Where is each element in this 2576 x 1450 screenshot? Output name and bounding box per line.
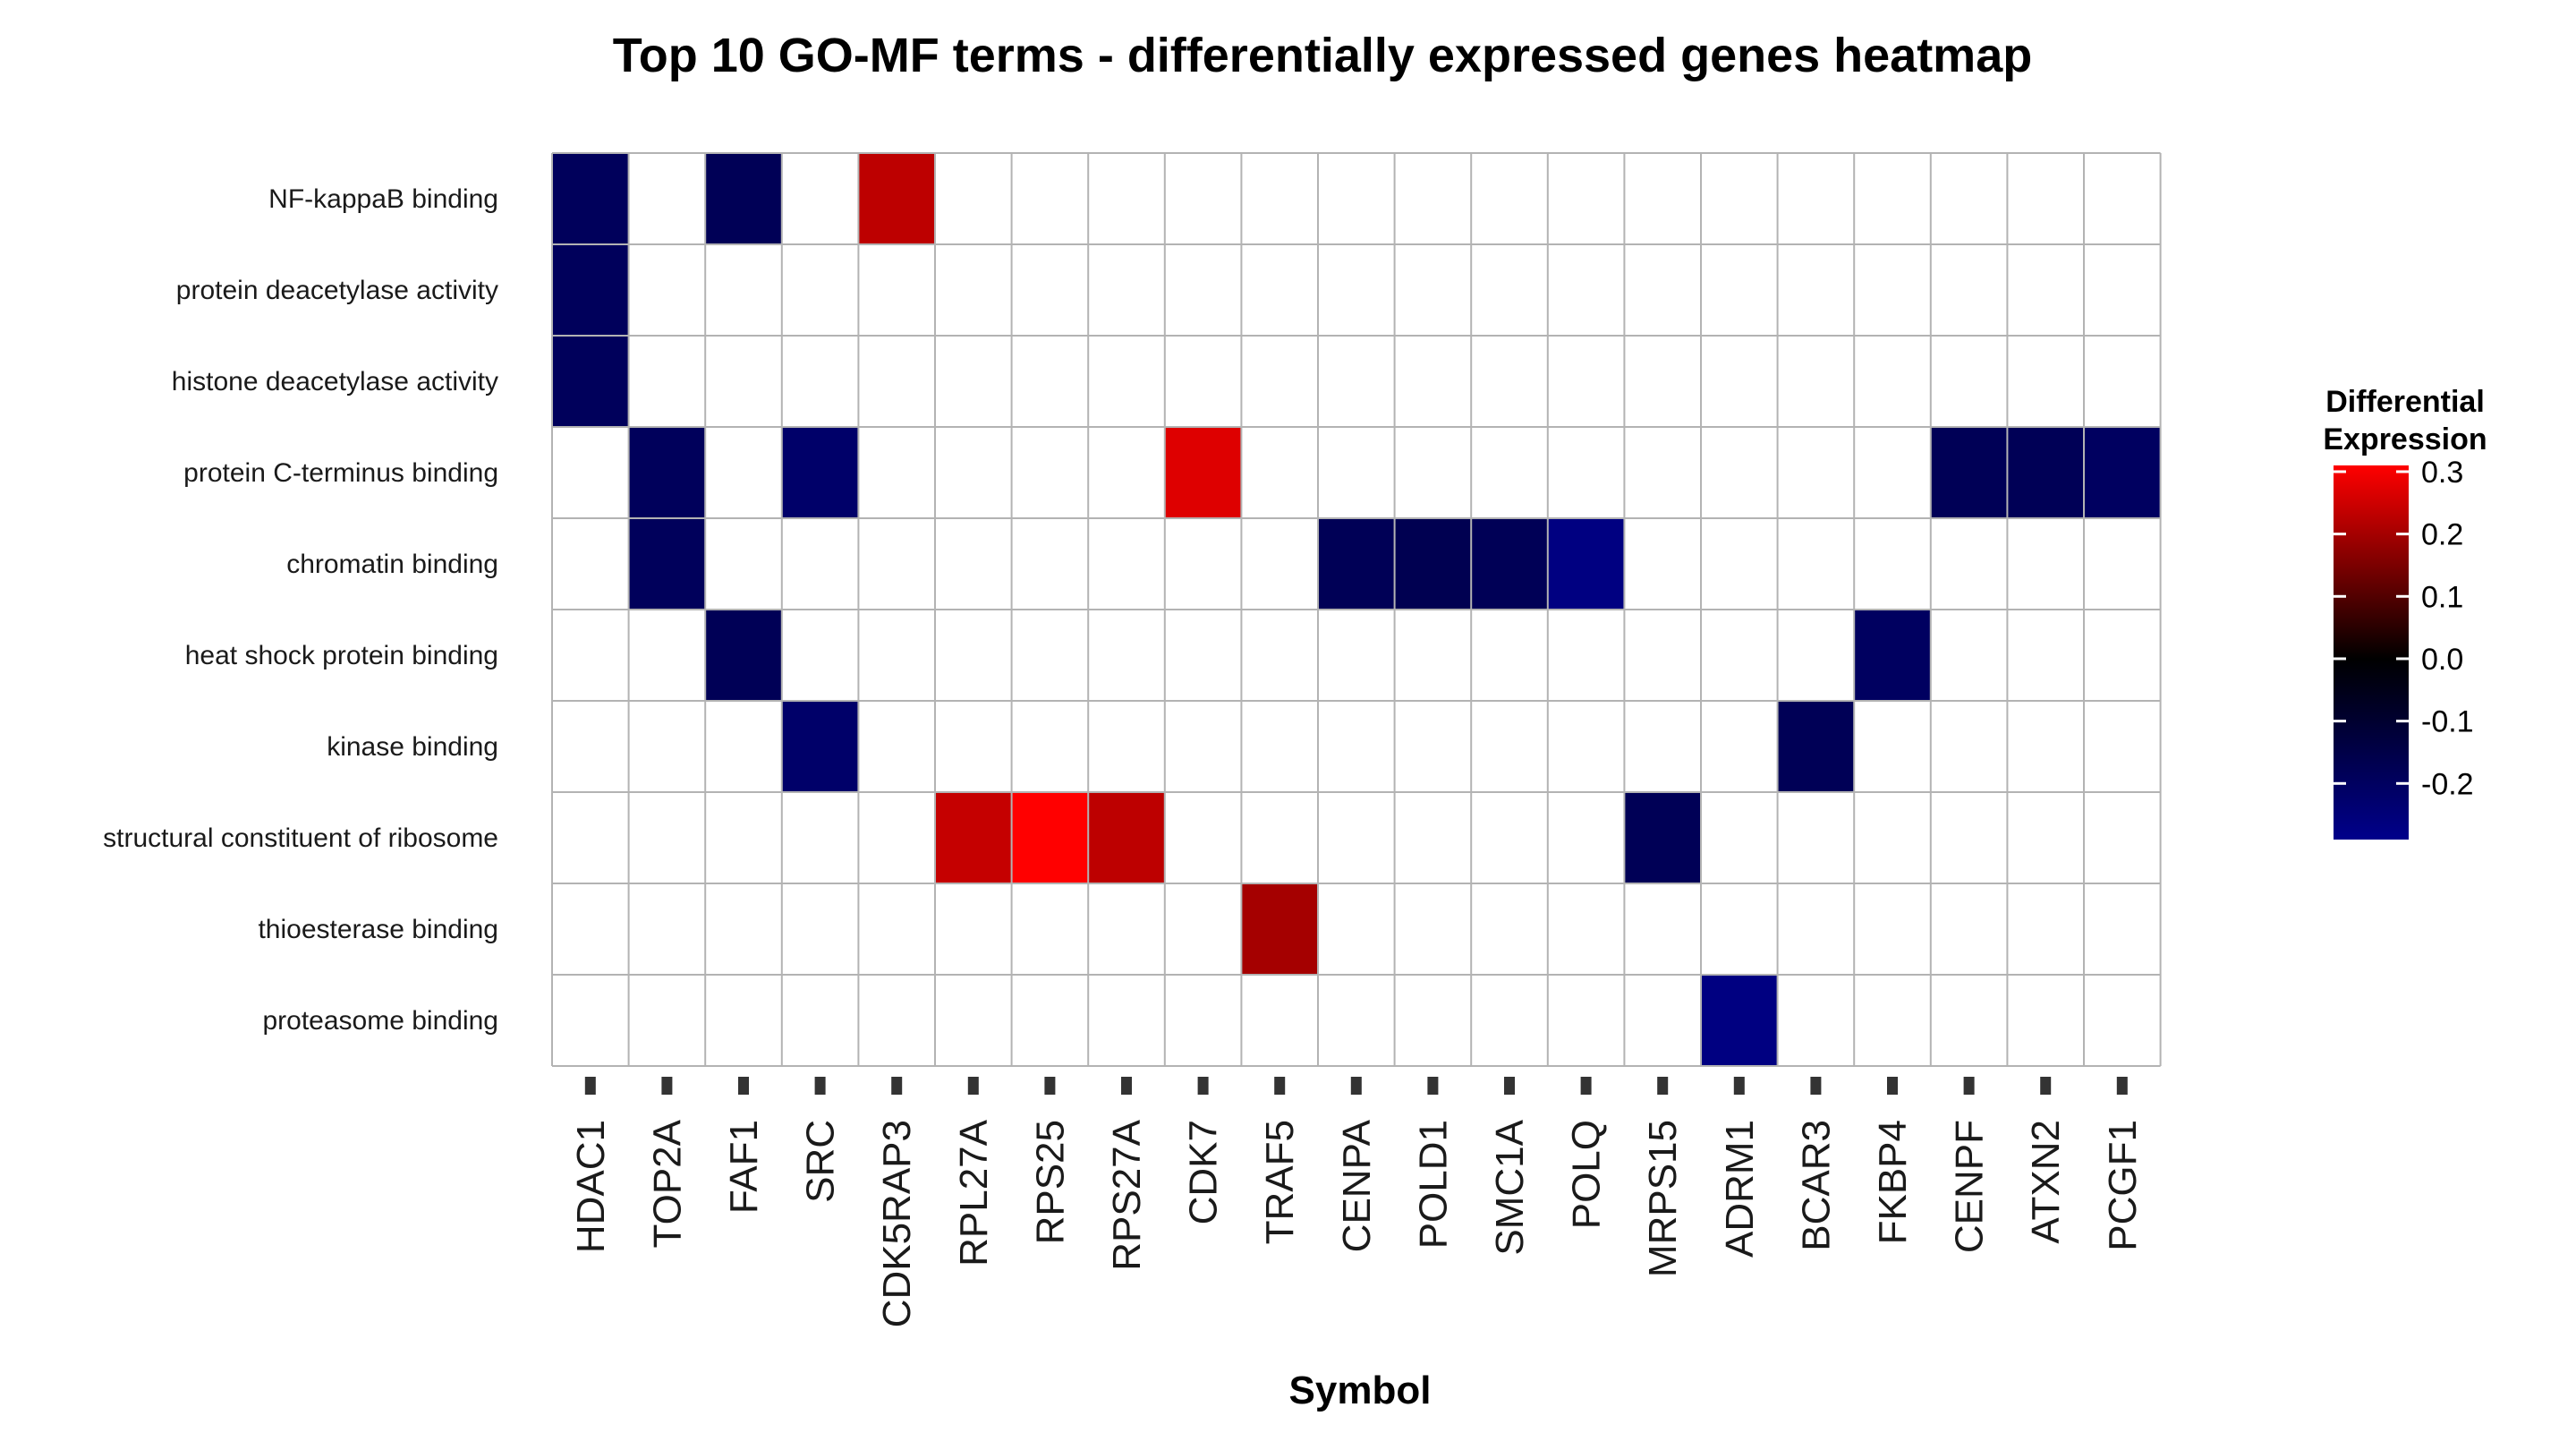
- heatmap-cell: [2007, 427, 2084, 518]
- x-tick-label: RPS25: [1028, 1120, 1072, 1244]
- x-tick-label: POLQ: [1565, 1120, 1609, 1229]
- heatmap-cell: [2084, 427, 2161, 518]
- heatmap-cell: [1318, 518, 1395, 610]
- x-tick-label: RPL27A: [952, 1119, 996, 1267]
- heatmap-cell: [628, 518, 706, 610]
- x-tick-label: PCGF1: [2101, 1120, 2145, 1251]
- legend-title-line1: Differential: [2325, 385, 2485, 419]
- heatmap-cell: [1011, 792, 1089, 883]
- x-tick-mark: [1963, 1077, 1975, 1095]
- x-tick-mark: [1504, 1077, 1515, 1095]
- heatmap-cell: [858, 153, 935, 244]
- x-tick-label: ADRM1: [1718, 1120, 1762, 1258]
- x-tick-mark: [584, 1077, 596, 1095]
- heatmap-cell: [628, 427, 706, 518]
- y-tick-label: heat shock protein binding: [185, 641, 498, 670]
- legend-tick-label: -0.1: [2421, 705, 2474, 739]
- x-tick-mark: [814, 1077, 826, 1095]
- x-tick-label: TOP2A: [645, 1119, 689, 1248]
- legend-tick-label: -0.2: [2421, 767, 2474, 801]
- x-tick-mark: [661, 1077, 673, 1095]
- chart-title: Top 10 GO-MF terms - differentially expr…: [613, 29, 2032, 82]
- x-tick-mark: [891, 1077, 903, 1095]
- x-tick-label: ATXN2: [2024, 1120, 2068, 1244]
- x-tick-label: HDAC1: [569, 1120, 613, 1253]
- heatmap-cell: [705, 153, 782, 244]
- heatmap-cell: [1701, 975, 1778, 1066]
- legend-title-line2: Expression: [2323, 422, 2487, 456]
- x-tick-mark: [1197, 1077, 1209, 1095]
- y-tick-label: kinase binding: [327, 732, 498, 762]
- legend: Differential Expression 0.3 0.2 0.1 0.0 -0.1…: [2323, 385, 2487, 840]
- x-tick-label: SMC1A: [1488, 1119, 1532, 1255]
- heatmap-grid: [551, 152, 2162, 1067]
- heatmap-cell: [552, 244, 629, 336]
- heatmap-cell: [935, 792, 1012, 883]
- x-tick-mark: [2116, 1077, 2128, 1095]
- x-tick-label: BCAR3: [1794, 1120, 1838, 1251]
- x-tick-mark: [738, 1077, 749, 1095]
- y-tick-label: protein C-terminus binding: [183, 458, 498, 488]
- y-tick-label: NF-kappaB binding: [268, 184, 498, 214]
- heatmap-cell: [1930, 427, 2008, 518]
- y-tick-label: structural constituent of ribosome: [103, 823, 498, 853]
- y-tick-label: proteasome binding: [262, 1006, 498, 1036]
- legend-tick-label: 0.2: [2421, 518, 2463, 552]
- y-tick-label: protein deacetylase activity: [176, 276, 498, 305]
- x-tick-mark: [1887, 1077, 1898, 1095]
- x-tick-mark: [1274, 1077, 1286, 1095]
- heatmap-cell: [1394, 518, 1472, 610]
- x-tick-label: CDK7: [1182, 1120, 1226, 1224]
- x-tick-mark: [1350, 1077, 1362, 1095]
- legend-ticks: 0.3 0.2 0.1 0.0 -0.1 -0.2: [2334, 456, 2474, 801]
- y-tick-label: thioesterase binding: [258, 915, 498, 944]
- x-tick-label: CENPF: [1948, 1120, 1992, 1253]
- x-tick-label: FAF1: [722, 1120, 766, 1214]
- x-tick-mark: [1044, 1077, 1056, 1095]
- x-tick-mark: [1733, 1077, 1745, 1095]
- legend-tick-label: 0.0: [2421, 643, 2463, 677]
- x-axis-title: Symbol: [1289, 1369, 1432, 1412]
- x-tick-label: TRAF5: [1258, 1120, 1302, 1244]
- x-tick-label: SRC: [799, 1120, 843, 1203]
- x-tick-mark: [1580, 1077, 1592, 1095]
- x-tick-mark: [1657, 1077, 1669, 1095]
- heatmap-cell: [1164, 427, 1242, 518]
- heatmap-cell: [781, 701, 859, 792]
- legend-tick-label: 0.3: [2421, 456, 2463, 490]
- x-tick-mark: [1810, 1077, 1822, 1095]
- heatmap-cell: [552, 153, 629, 244]
- x-axis-labels: HDAC1 TOP2A FAF1 SRC CDK5RAP3 RPL27A RPS25 RPS2…: [569, 1119, 2145, 1327]
- x-tick-label: POLD1: [1411, 1120, 1455, 1249]
- legend-colorbar: [2334, 465, 2409, 840]
- x-tick-mark: [1427, 1077, 1439, 1095]
- x-tick-mark: [2040, 1077, 2052, 1095]
- heatmap-cell: [552, 336, 629, 427]
- x-axis-ticks: [584, 1077, 2128, 1095]
- heatmap-cell: [1088, 792, 1165, 883]
- heatmap-cell: [1777, 701, 1855, 792]
- heatmap-cell: [705, 610, 782, 701]
- x-tick-label: CENPA: [1335, 1119, 1379, 1252]
- x-tick-label: CDK5RAP3: [875, 1120, 919, 1327]
- x-tick-mark: [1121, 1077, 1132, 1095]
- x-tick-label: MRPS15: [1641, 1120, 1685, 1277]
- x-tick-mark: [967, 1077, 979, 1095]
- heatmap-cell: [1854, 610, 1931, 701]
- y-tick-label: chromatin binding: [286, 550, 498, 579]
- y-axis-labels: NF-kappaB binding protein deacetylase act…: [103, 184, 498, 1036]
- heatmap-cell: [781, 427, 859, 518]
- heatmap-cell: [1547, 518, 1625, 610]
- y-tick-label: histone deacetylase activity: [172, 367, 498, 397]
- heatmap-cell: [1471, 518, 1548, 610]
- x-tick-label: FKBP4: [1871, 1120, 1915, 1244]
- heatmap-cell: [1241, 883, 1318, 975]
- legend-tick-label: 0.1: [2421, 580, 2463, 614]
- x-tick-label: RPS27A: [1105, 1119, 1149, 1270]
- heatmap-cell: [1624, 792, 1701, 883]
